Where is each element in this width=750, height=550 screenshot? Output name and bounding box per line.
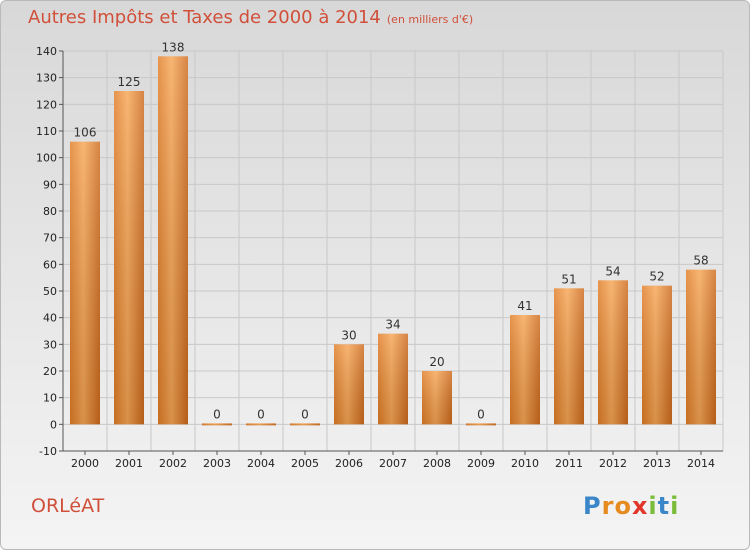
x-tick-label: 2005 xyxy=(291,457,319,470)
chart-title: Autres Impôts et Taxes de 2000 à 2014 (en… xyxy=(28,7,473,28)
bar-shade xyxy=(70,141,100,425)
logo-letter: o xyxy=(614,492,632,520)
logo-letter: i xyxy=(648,492,658,520)
bars xyxy=(70,56,716,426)
y-tick-label: 40 xyxy=(43,312,57,325)
x-tick-label: 2003 xyxy=(203,457,231,470)
bar-shade xyxy=(158,56,188,425)
y-tick-label: 10 xyxy=(43,392,57,405)
bar-shade xyxy=(598,280,628,425)
data-label: 51 xyxy=(561,272,576,286)
data-label: 34 xyxy=(385,318,400,332)
data-label: 20 xyxy=(429,355,444,369)
title-text: Autres Impôts et Taxes de 2000 à 2014 xyxy=(28,7,381,28)
logo-letter: x xyxy=(631,492,649,520)
y-tick-label: 80 xyxy=(43,205,57,218)
y-tick-label: 140 xyxy=(36,45,57,58)
data-label: 52 xyxy=(649,270,664,284)
bar-shade xyxy=(290,423,320,426)
logo-letter: i xyxy=(670,492,680,520)
y-tick-label: 130 xyxy=(36,72,57,85)
logo-letter: r xyxy=(601,492,615,520)
bar-shade xyxy=(642,285,672,425)
data-label: 54 xyxy=(605,264,620,278)
x-tick-label: 2004 xyxy=(247,457,275,470)
x-tick-label: 2001 xyxy=(115,457,143,470)
data-label: 0 xyxy=(213,407,221,421)
data-label: 106 xyxy=(74,126,97,140)
y-tick-label: 0 xyxy=(50,418,57,431)
x-tick-label: 2007 xyxy=(379,457,407,470)
data-label: 0 xyxy=(301,407,309,421)
x-tick-label: 2011 xyxy=(555,457,583,470)
x-tick-label: 2012 xyxy=(599,457,627,470)
y-tick-label: 70 xyxy=(43,232,57,245)
data-label: 30 xyxy=(341,328,356,342)
y-tick-label: -10 xyxy=(39,445,57,458)
x-tick-label: 2008 xyxy=(423,457,451,470)
logo-letter: t xyxy=(657,492,671,520)
bar-shade xyxy=(554,288,584,425)
data-label: 138 xyxy=(162,40,185,54)
y-tick-label: 110 xyxy=(36,125,57,138)
bar-shade xyxy=(686,269,716,425)
y-tick-label: 50 xyxy=(43,285,57,298)
data-label: 41 xyxy=(517,299,532,313)
bar-shade xyxy=(422,371,452,425)
x-tick-label: 2002 xyxy=(159,457,187,470)
y-tick-label: 120 xyxy=(36,98,57,111)
data-label: 125 xyxy=(118,75,141,89)
x-tick-label: 2006 xyxy=(335,457,363,470)
x-tick-label: 2014 xyxy=(687,457,715,470)
bar-shade xyxy=(510,315,540,425)
data-label: 0 xyxy=(257,407,265,421)
y-tick-label: 100 xyxy=(36,152,57,165)
bar-shade xyxy=(466,423,496,426)
chart-subtitle: (en milliers d'€) xyxy=(386,13,474,26)
bar-shade xyxy=(114,91,144,425)
data-labels: 106 125 138 0 0 0 30 34 20 0 41 51 54 52 58 xyxy=(74,40,709,421)
y-tick-label: 90 xyxy=(43,178,57,191)
bar-shade xyxy=(378,333,408,425)
y-tick-label: 30 xyxy=(43,338,57,351)
x-tick-label: 2013 xyxy=(643,457,671,470)
bar-shade xyxy=(334,344,364,425)
proxiti-logo: Proxiti xyxy=(583,492,679,520)
x-tick-label: 2009 xyxy=(467,457,495,470)
bar-shade xyxy=(246,423,276,426)
x-tick-label: 2000 xyxy=(71,457,99,470)
data-label: 58 xyxy=(693,254,708,268)
y-tick-label: 20 xyxy=(43,365,57,378)
bar-shade xyxy=(202,423,232,426)
data-label: 0 xyxy=(477,407,485,421)
x-tick-label: 2010 xyxy=(511,457,539,470)
y-tick-label: 60 xyxy=(43,258,57,271)
logo-letter: P xyxy=(583,492,602,520)
commune-name: ORLéAT xyxy=(31,495,105,517)
axes: -100102030405060708090100110120130140200… xyxy=(36,45,723,470)
